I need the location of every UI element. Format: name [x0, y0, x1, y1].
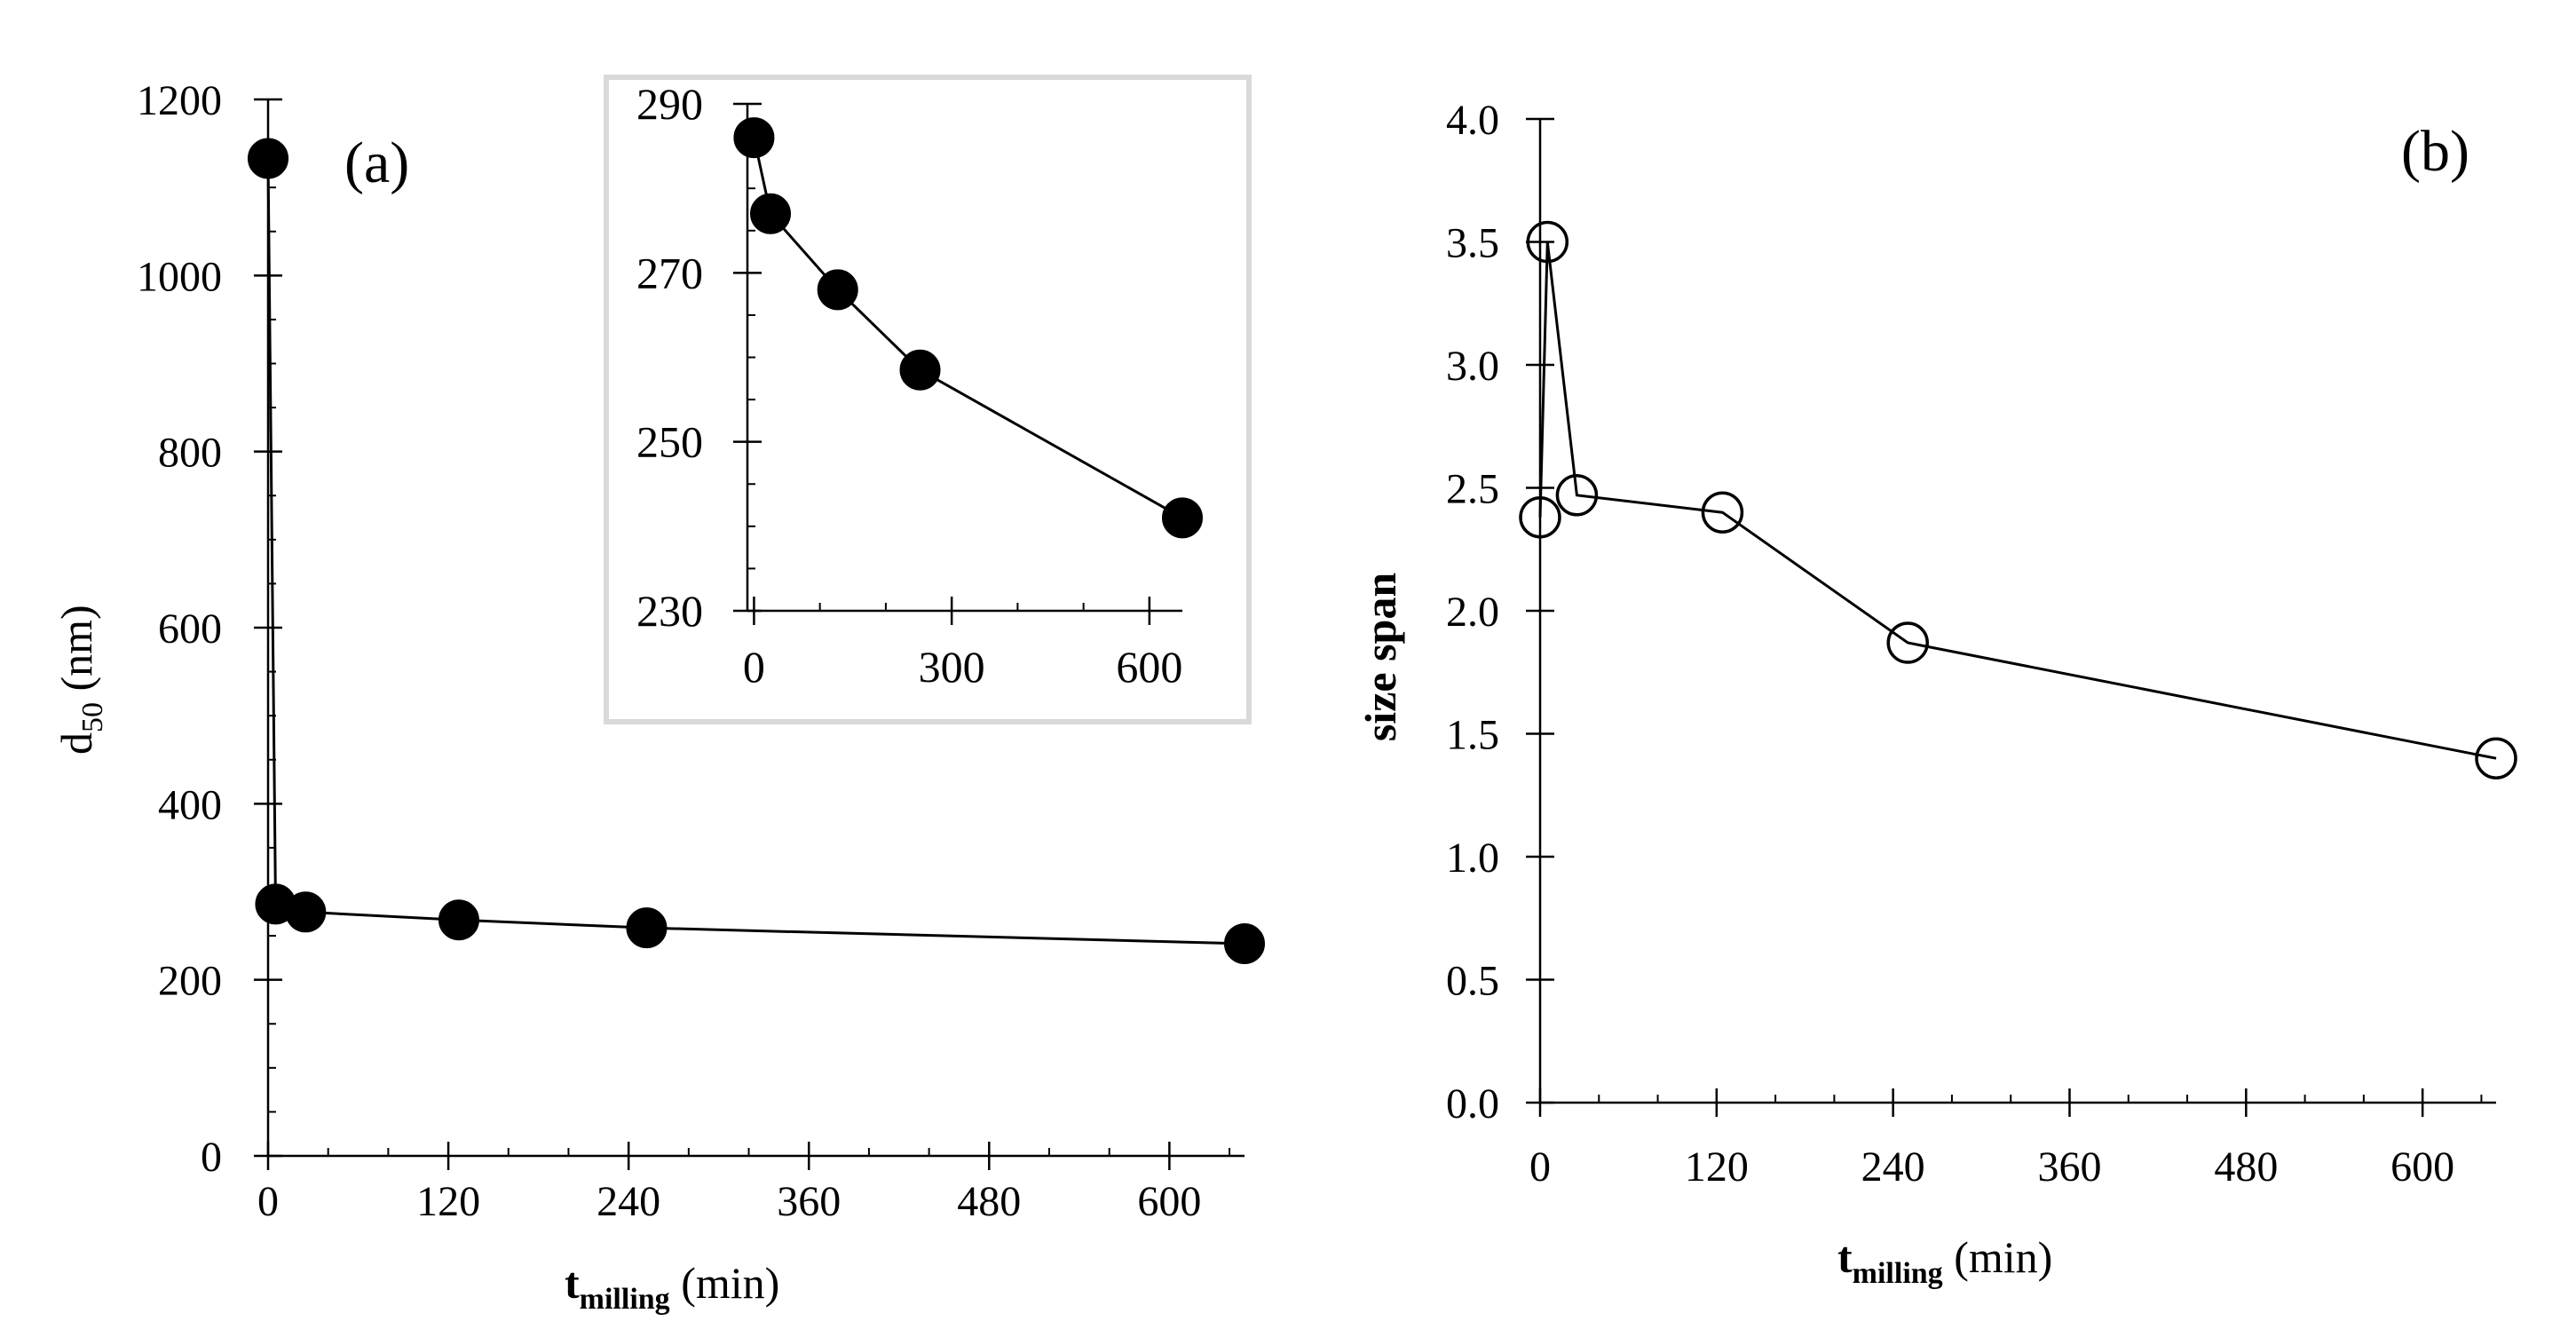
- panel-b-xlabel: tmilling (min): [1837, 1232, 2052, 1290]
- panel-b-x-tick-label: 480: [2214, 1143, 2278, 1191]
- inset-x-tick-label: 300: [919, 642, 985, 692]
- panel-a-x-tick-label: 120: [416, 1178, 480, 1225]
- panel-a-x-tick-label: 480: [957, 1178, 1021, 1225]
- panel-b-points: [1519, 220, 2517, 779]
- panel-b-y-tick-label: 3.5: [1446, 220, 1499, 267]
- panel-a-data-point: [626, 907, 668, 949]
- panel-b-x-tick-label: 600: [2390, 1143, 2454, 1191]
- panel-a-y-tick-label: 200: [158, 958, 222, 1005]
- panel-b-data-point: [1519, 495, 1561, 539]
- panel-b-x-tick-label: 360: [2037, 1143, 2101, 1191]
- panel-a-y-tick-label: 800: [158, 430, 222, 477]
- inset-points: [733, 117, 1203, 539]
- panel-b-series-line: [1538, 241, 2497, 760]
- panel-a-y-tick-label: 600: [158, 605, 222, 653]
- inset-data-point: [899, 349, 941, 391]
- panel-a-data-point: [438, 899, 479, 941]
- panel-b-data-point: [1886, 621, 1929, 664]
- panel-a-x-tick-label: 240: [597, 1178, 660, 1225]
- panel-b: 0.0 0.5 1.0 1.5 2.0 2.5 3.0 3.5 4.0 0 120 240 360 480…: [1355, 97, 2517, 1290]
- panel-a-data-point: [248, 138, 288, 179]
- panel-b-y-tick-label: 2.5: [1446, 466, 1499, 513]
- panel-b-x-tick-label: 0: [1529, 1143, 1551, 1191]
- panel-b-x-tick-label: 120: [1685, 1143, 1749, 1191]
- panel-a-y-tick-label: 1000: [137, 253, 222, 300]
- inset-x-tick-label: 0: [743, 642, 765, 692]
- inset-data-point: [1162, 497, 1203, 539]
- panel-b-y-tick-label: 2.0: [1446, 589, 1499, 636]
- inset-axes: 230 250 270 290 0 300 600: [636, 79, 1182, 692]
- panel-a: 0 200 400 600 800 1000 1200 0 120 240 360 480 600 (a…: [51, 75, 1265, 1316]
- inset-data-point: [733, 117, 775, 159]
- panel-a-x-tick-label: 600: [1137, 1178, 1201, 1225]
- inset-x-tick-label: 600: [1116, 642, 1182, 692]
- panel-a-series-path: [266, 158, 1245, 945]
- panel-b-axes: 0.0 0.5 1.0 1.5 2.0 2.5 3.0 3.5 4.0 0 120 240 360 480…: [1446, 97, 2496, 1191]
- panel-b-y-tick-label: 0.5: [1446, 958, 1499, 1005]
- panel-b-data-point: [2475, 737, 2517, 779]
- panel-a-y-tick-label: 1200: [137, 77, 222, 124]
- panel-a-xlabel: tmilling (min): [565, 1258, 779, 1316]
- inset-y-tick-label: 230: [636, 586, 703, 636]
- panel-b-data-point: [1555, 474, 1599, 517]
- panel-a-x-tick-label: 0: [257, 1178, 279, 1225]
- panel-a-label: (a): [344, 131, 409, 195]
- panel-a-points: [248, 138, 1265, 965]
- panel-b-y-tick-label: 1.5: [1446, 712, 1499, 759]
- panel-a-ylabel: d50 (nm): [51, 605, 109, 755]
- inset-y-tick-label: 250: [636, 417, 703, 467]
- panel-b-ylabel: size span: [1355, 573, 1405, 742]
- panel-a-data-point: [1224, 923, 1265, 965]
- inset-data-point: [749, 193, 791, 234]
- panel-a-y-tick-label: 0: [201, 1134, 222, 1181]
- panel-b-y-tick-label: 1.0: [1446, 835, 1499, 882]
- inset-y-tick-label: 270: [636, 248, 703, 297]
- panel-b-series-path: [1538, 241, 2497, 760]
- inset-frame: [604, 75, 1252, 724]
- panel-a-axes: 0 200 400 600 800 1000 1200 0 120 240 360 480 600: [137, 77, 1245, 1225]
- panel-b-y-tick-label: 0.0: [1446, 1080, 1499, 1127]
- panel-b-data-point: [1526, 220, 1569, 264]
- inset-y-tick-label: 290: [636, 79, 703, 129]
- panel-b-y-tick-label: 4.0: [1446, 97, 1499, 144]
- panel-b-x-tick-label: 240: [1861, 1143, 1925, 1191]
- panel-a-series-line: [266, 158, 1245, 945]
- panel-b-data-point: [1701, 491, 1744, 534]
- inset-data-point: [817, 269, 858, 311]
- panel-a-data-point: [285, 891, 327, 933]
- panel-a-x-tick-label: 360: [777, 1178, 841, 1225]
- panel-a-y-tick-label: 400: [158, 781, 222, 828]
- panel-b-label: (b): [2401, 119, 2469, 184]
- panel-b-y-tick-label: 3.0: [1446, 343, 1499, 390]
